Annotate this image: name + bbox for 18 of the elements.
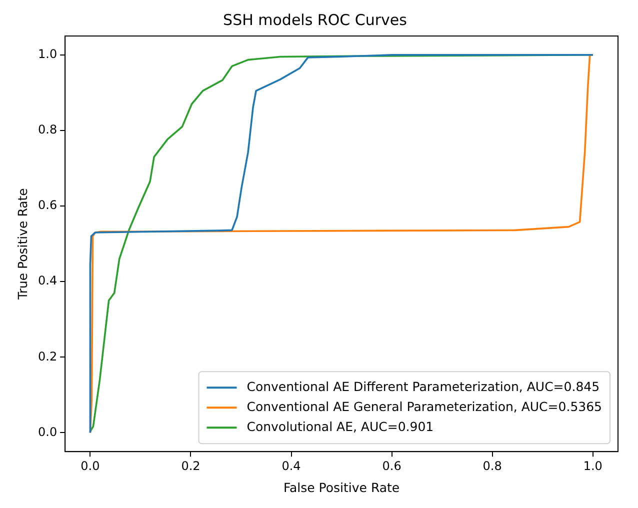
y-tick-label: 0.6 — [38, 198, 58, 212]
x-tick-label: 0.8 — [482, 458, 502, 473]
y-tick-label: 0.4 — [38, 274, 58, 288]
x-axis-title: False Positive Rate — [283, 480, 400, 495]
x-tick-label: 0.2 — [181, 458, 200, 473]
x-tick-label: 0.4 — [282, 458, 301, 473]
chart-title: SSH models ROC Curves — [223, 10, 408, 29]
y-tick-label: 0.2 — [38, 349, 58, 364]
y-tick-label: 0.8 — [38, 122, 58, 137]
legend-label: Convolutional AE, AUC=0.901 — [246, 418, 434, 434]
legend-label: Conventional AE General Parameterization, AUC=0.5365 — [246, 398, 602, 414]
y-axis-title: True Positive Rate — [14, 188, 30, 300]
y-tick-label: 1.0 — [38, 47, 58, 62]
x-tick-label: 0.0 — [80, 458, 100, 473]
x-tick-label: 1.0 — [583, 458, 602, 473]
y-tick-label: 0.0 — [38, 424, 58, 439]
legend-label: Conventional AE Different Parameterization, AUC=0.845 — [246, 378, 600, 394]
x-tick-label: 0.6 — [382, 458, 402, 473]
